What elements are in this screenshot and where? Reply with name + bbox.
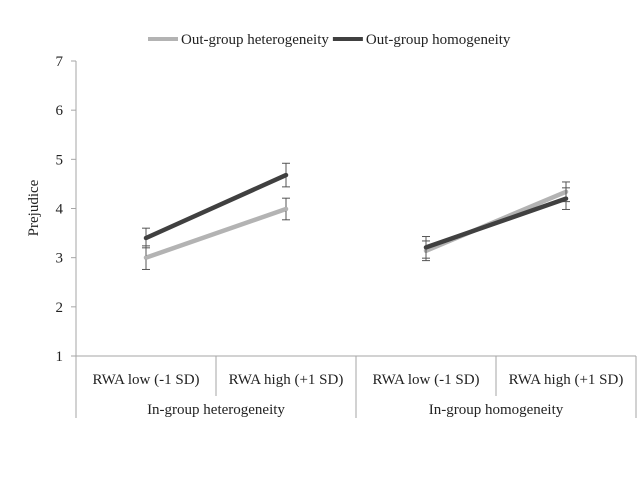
data-point: [424, 245, 428, 250]
legend: Out-group heterogeneity Out-group homogen…: [148, 32, 511, 48]
y-tick-label: 4: [56, 202, 64, 218]
y-tick-label: 7: [56, 54, 64, 70]
y-tick-label: 2: [56, 300, 64, 316]
x-tick-label: RWA high (+1 SD): [229, 372, 344, 388]
series-line-1: [423, 196, 569, 250]
legend-label: Out-group heterogeneity: [181, 32, 329, 48]
group-label: In-group homogeneity: [429, 402, 564, 418]
data-point: [284, 173, 288, 178]
series-line-1: [143, 172, 289, 241]
axes: 1 2 3 4 5 6 7 RWA low (-1 SD) RWA high (+1 SD) In…: [56, 54, 637, 418]
y-tick-label: 5: [56, 152, 64, 168]
x-tick-label: RWA low (-1 SD): [372, 372, 479, 388]
data-point: [284, 206, 288, 211]
x-tick-label: RWA low (-1 SD): [92, 372, 199, 388]
y-axis-label: Prejudice: [26, 179, 42, 236]
y-tick-label: 6: [56, 103, 64, 119]
data-point: [564, 196, 568, 201]
group-label: In-group heterogeneity: [147, 402, 285, 418]
legend-label: Out-group homogeneity: [366, 32, 511, 48]
y-tick-label: 1: [56, 349, 64, 365]
data-point: [144, 255, 148, 260]
series-line-0: [143, 206, 289, 260]
marks: [142, 162, 570, 270]
x-tick-label: RWA high (+1 SD): [509, 372, 624, 388]
data-point: [144, 236, 148, 240]
y-tick-label: 3: [56, 251, 64, 267]
